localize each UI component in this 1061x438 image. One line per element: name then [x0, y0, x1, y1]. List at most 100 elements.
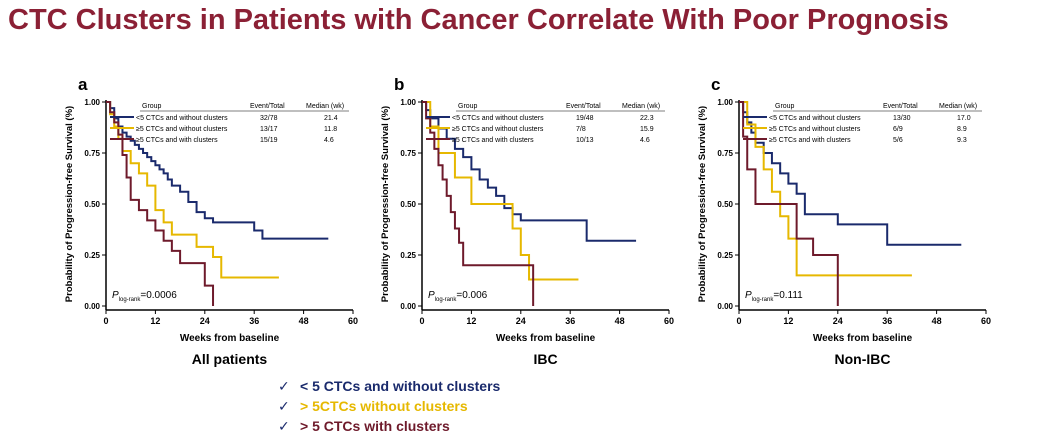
y-tick-label: 0.50	[717, 200, 733, 209]
checkmark-icon: ✓	[278, 397, 290, 414]
legend-series-events: 13/30	[893, 115, 911, 122]
checkmark-icon: ✓	[278, 417, 290, 434]
x-tick-label: 12	[783, 316, 793, 326]
p-value-number: =0.111	[773, 290, 803, 301]
legend-series-events: 32/78	[260, 115, 278, 122]
y-axis-label: Probability of Progression-free Survival…	[380, 106, 391, 302]
y-tick-label: 1.00	[84, 98, 100, 107]
y-tick-label: 0.75	[717, 149, 733, 158]
x-tick-label: 48	[615, 316, 625, 326]
panel-letter: c	[711, 75, 720, 94]
legend-series-median: 4.6	[324, 137, 334, 144]
km-curve-series-3	[106, 101, 215, 306]
legend-header-events: Event/Total	[566, 103, 601, 110]
panel-subtitle: IBC	[533, 351, 557, 367]
p-value-subscript: log-rank	[435, 297, 458, 303]
bottom-legend-label: > 5CTCs without clusters	[300, 398, 468, 414]
legend-series-median: 22.3	[640, 115, 654, 122]
x-tick-label: 24	[200, 316, 210, 326]
panel-subtitle: Non-IBC	[835, 351, 891, 367]
checkmark-icon: ✓	[278, 377, 290, 394]
km-curve-series-2	[106, 101, 279, 279]
legend-series-events: 6/9	[893, 126, 903, 133]
x-tick-label: 12	[466, 316, 476, 326]
bottom-legend-label: > 5 CTCs with clusters	[300, 418, 450, 434]
legend-series-name: <5 CTCs and without clusters	[136, 115, 228, 122]
bottom-legend-item: ✓ < 5 CTCs and without clusters	[278, 376, 500, 396]
panel-letter: a	[78, 75, 88, 94]
legend-series-median: 11.8	[324, 126, 337, 133]
p-value-prefix: P	[745, 290, 752, 301]
bottom-legend-item: ✓ > 5 CTCs with clusters	[278, 416, 500, 436]
legend-series-median: 8.9	[957, 126, 967, 133]
legend-series-name: ≥5 CTCs and with clusters	[452, 137, 534, 144]
x-tick-label: 36	[565, 316, 575, 326]
bottom-legend-label: < 5 CTCs and without clusters	[300, 378, 501, 394]
x-tick-label: 0	[736, 316, 741, 326]
legend-series-events: 5/6	[893, 137, 903, 144]
legend-header-events: Event/Total	[250, 103, 285, 110]
p-value-number: =0.0006	[140, 290, 177, 301]
km-curve-series-1	[739, 101, 962, 246]
y-tick-label: 0.75	[400, 149, 416, 158]
p-value-subscript: log-rank	[752, 297, 775, 303]
bottom-legend-item: ✓ > 5CTCs without clusters	[278, 396, 500, 416]
legend-series-median: 17.0	[957, 115, 971, 122]
legend-series-name: ≥5 CTCs and without clusters	[769, 126, 861, 133]
panel-letter: b	[394, 75, 404, 94]
x-tick-label: 36	[249, 316, 259, 326]
panel-subtitle: All patients	[192, 351, 268, 367]
legend-header-median: Median (wk)	[622, 103, 660, 110]
x-tick-label: 12	[150, 316, 160, 326]
km-panel-a: a 0.00 0.25 0.50 0.75 1.00 0 12 24 36 48 60 Weeks fr…	[64, 75, 358, 367]
p-value-label: Plog-rank=0.006	[428, 290, 488, 303]
legend-series-median: 15.9	[640, 126, 654, 133]
km-curve-series-3	[422, 101, 535, 306]
legend-series-name: ≥5 CTCs and with clusters	[769, 137, 851, 144]
legend-series-name: ≥5 CTCs and without clusters	[136, 126, 228, 133]
x-tick-label: 60	[664, 316, 674, 326]
x-tick-label: 36	[882, 316, 892, 326]
legend-series-median: 21.4	[324, 115, 338, 122]
km-curve-series-3	[739, 101, 839, 306]
legend-header-group: Group	[775, 103, 795, 110]
km-panel-c: c 0.00 0.25 0.50 0.75 1.00 0 12 24 36 48 60 Weeks fr…	[697, 75, 991, 367]
x-axis-label: Weeks from baseline	[496, 333, 596, 344]
legend-header-group: Group	[458, 103, 478, 110]
slide-title: CTC Clusters in Patients with Cancer Cor…	[8, 4, 949, 36]
x-tick-label: 60	[981, 316, 991, 326]
y-axis-label: Probability of Progression-free Survival…	[697, 106, 708, 302]
p-value-subscript: log-rank	[119, 297, 142, 303]
y-tick-label: 0.25	[400, 251, 416, 260]
x-tick-label: 48	[299, 316, 309, 326]
p-value-number: =0.006	[456, 290, 487, 301]
legend-series-events: 7/8	[576, 126, 586, 133]
y-tick-label: 0.25	[84, 251, 100, 260]
km-curve-series-2	[739, 101, 912, 277]
legend-series-name: <5 CTCs and without clusters	[769, 115, 861, 122]
x-tick-label: 60	[348, 316, 358, 326]
y-tick-label: 1.00	[717, 98, 733, 107]
legend-series-name: ≥5 CTCs and with clusters	[136, 137, 218, 144]
km-curve-series-1	[422, 101, 637, 242]
legend-series-events: 19/48	[576, 115, 594, 122]
legend-series-median: 9.3	[957, 137, 967, 144]
x-tick-label: 48	[932, 316, 942, 326]
p-value-label: Plog-rank=0.111	[745, 290, 803, 303]
y-tick-label: 0.25	[717, 251, 733, 260]
p-value-prefix: P	[428, 290, 435, 301]
legend-series-events: 15/19	[260, 137, 278, 144]
legend-series-events: 10/13	[576, 137, 594, 144]
y-tick-label: 0.00	[84, 302, 100, 311]
x-tick-label: 24	[516, 316, 526, 326]
km-panel-b: b 0.00 0.25 0.50 0.75 1.00 0 12 24 36 48 60 Weeks fr…	[380, 75, 674, 367]
km-curve-series-1	[106, 101, 329, 240]
p-value-prefix: P	[112, 290, 119, 301]
km-curve-series-2	[422, 101, 579, 281]
y-tick-label: 0.50	[400, 200, 416, 209]
x-tick-label: 0	[103, 316, 108, 326]
legend-series-median: 4.6	[640, 137, 650, 144]
x-axis-label: Weeks from baseline	[180, 333, 280, 344]
p-value-label: Plog-rank=0.0006	[112, 290, 177, 303]
bottom-legend: ✓ < 5 CTCs and without clusters ✓ > 5CTC…	[278, 376, 500, 436]
